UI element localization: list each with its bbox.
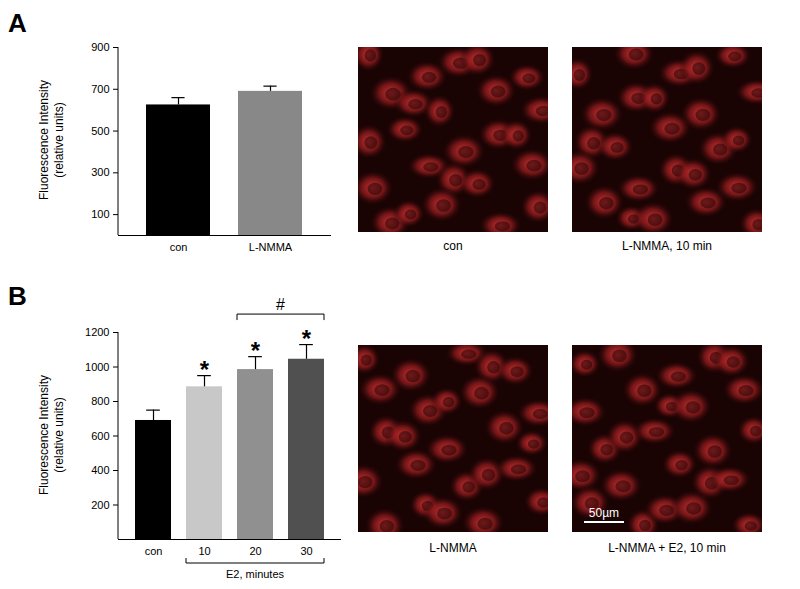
html-text:L-NMMA + E2, 10 min: L-NMMA + E2, 10 min <box>608 541 726 555</box>
html-text:(relative units): (relative units) <box>52 102 66 178</box>
svg-text:800: 800 <box>91 395 109 407</box>
svg-text:1200: 1200 <box>85 326 109 338</box>
html-text:(relative units): (relative units) <box>52 397 66 473</box>
svg-text:1000: 1000 <box>85 361 109 373</box>
svg-text:E2, minutes: E2, minutes <box>226 568 285 580</box>
svg-text:30: 30 <box>300 545 312 557</box>
svg-text:L-NMMA: L-NMMA <box>249 241 293 253</box>
svg-text:100: 100 <box>91 208 109 220</box>
svg-text:con: con <box>145 545 163 557</box>
svg-text:50µm: 50µm <box>589 506 619 520</box>
svg-text:#: # <box>276 296 285 313</box>
html-text:L-NMMA, 10 min: L-NMMA, 10 min <box>622 239 712 253</box>
svg-text:300: 300 <box>91 166 109 178</box>
html-text:B: B <box>8 281 27 311</box>
svg-text:*: * <box>251 337 261 364</box>
svg-text:200: 200 <box>91 499 109 511</box>
html-text:Fluorescence Intensity: Fluorescence Intensity <box>37 80 51 200</box>
svg-text:900: 900 <box>91 41 109 53</box>
html-text:con: con <box>443 239 463 253</box>
svg-text:500: 500 <box>91 125 109 137</box>
svg-text:700: 700 <box>91 83 109 95</box>
svg-text:10: 10 <box>198 545 210 557</box>
html-text:A: A <box>8 8 27 38</box>
svg-text:*: * <box>200 356 210 383</box>
svg-text:600: 600 <box>91 430 109 442</box>
svg-text:con: con <box>170 241 188 253</box>
html-text:Fluorescence Intensity: Fluorescence Intensity <box>37 375 51 495</box>
html-text:L-NMMA: L-NMMA <box>429 541 477 555</box>
svg-text:20: 20 <box>249 545 261 557</box>
svg-text:400: 400 <box>91 464 109 476</box>
svg-text:*: * <box>302 325 312 352</box>
